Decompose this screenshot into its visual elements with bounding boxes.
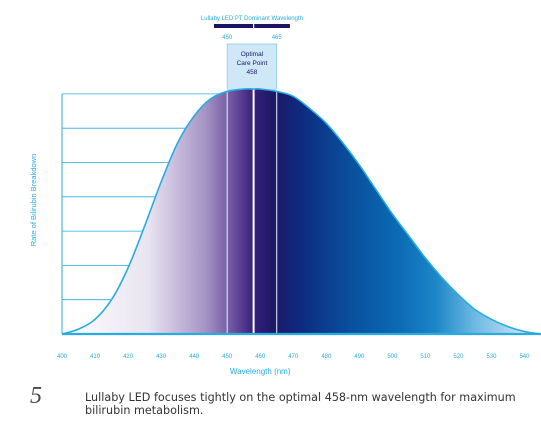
dominant-band-header: Lullaby LED PT Dominant Wavelength 450 4…	[201, 16, 303, 41]
dominant-band-bar	[213, 24, 290, 28]
x-tick-460: 460	[255, 354, 266, 360]
x-tick-510: 510	[420, 354, 431, 360]
optimal-label-line1: Optimal	[241, 51, 264, 58]
optimal-care-point-label: Optimal Care Point 458	[237, 51, 268, 76]
x-tick-420: 420	[123, 354, 134, 360]
series-curve	[61, 88, 541, 335]
x-axis-label: Wavelength (nm)	[230, 367, 291, 376]
x-tick-430: 430	[156, 354, 167, 360]
x-tick-480: 480	[321, 354, 332, 360]
x-tick-500: 500	[387, 354, 398, 360]
optimal-label-line3: 458	[247, 69, 258, 76]
x-tick-440: 440	[189, 354, 200, 360]
optimal-label-line2: Care Point	[237, 60, 268, 67]
figure-caption: Lullaby LED focuses tightly on the optim…	[85, 391, 516, 417]
series-area	[62, 88, 541, 334]
x-tick-470: 470	[288, 354, 299, 360]
grid-lines	[62, 93, 222, 301]
dominant-band-title: Lullaby LED PT Dominant Wavelength	[201, 16, 303, 22]
x-tick-450: 450	[222, 354, 233, 360]
chart: Lullaby LED PT Dominant Wavelength 450 4…	[29, 16, 541, 376]
x-tick-400: 400	[57, 354, 68, 360]
dominant-band-bar-divider	[253, 24, 255, 28]
band-lines	[226, 89, 278, 334]
x-tick-labels: 400 410 420 430 440 450 460 470 480 490 500 510 520 5…	[57, 354, 530, 360]
y-axis-label: Rate of Bilirubin Breakdown	[29, 154, 38, 247]
x-tick-540: 540	[519, 354, 530, 360]
figure-number: 5	[30, 383, 42, 409]
x-tick-530: 530	[486, 354, 497, 360]
dominant-band-end-label: 465	[272, 35, 283, 41]
x-tick-410: 410	[90, 354, 101, 360]
dominant-band-start-label: 450	[222, 35, 233, 41]
x-tick-490: 490	[354, 354, 365, 360]
dominant-band-box	[226, 43, 278, 91]
x-tick-520: 520	[453, 354, 464, 360]
